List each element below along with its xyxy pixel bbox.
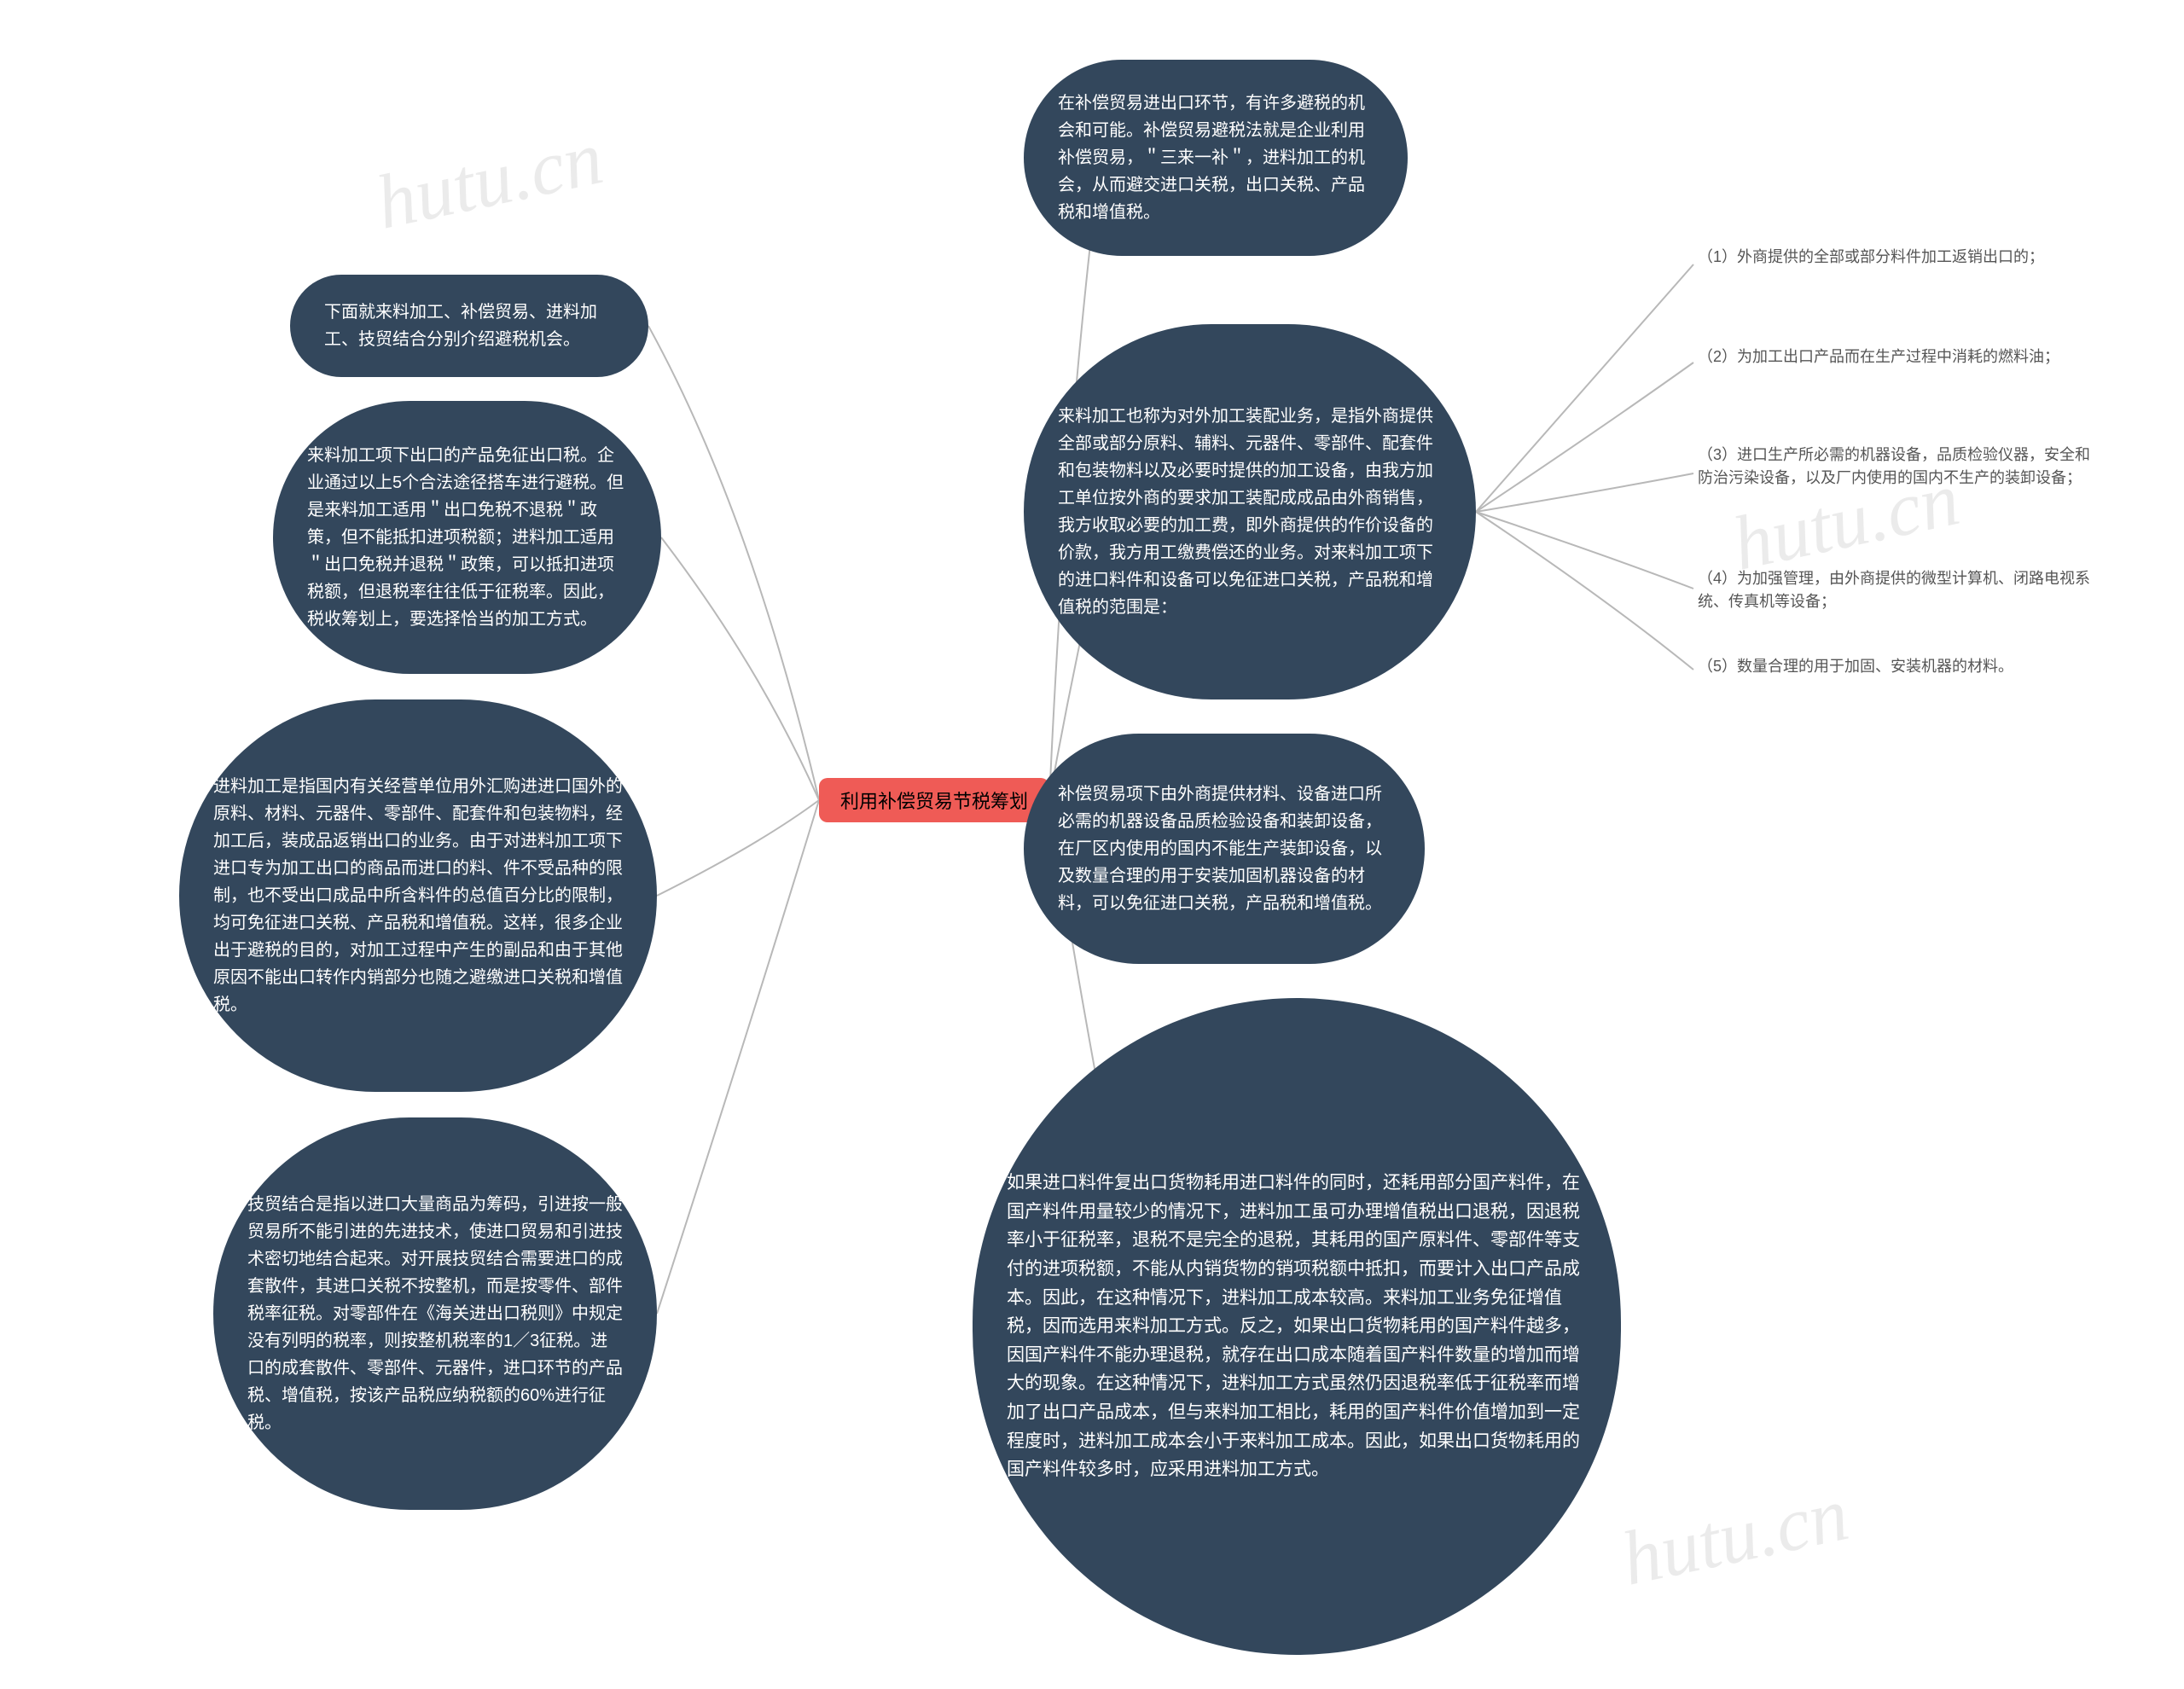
edge [1476, 264, 1693, 512]
node-text: 如果进口料件复出口货物耗用进口料件的同时，还耗用部分国产料件，在国产料件用量较少… [1007, 1169, 1587, 1484]
node-text: 来料加工也称为对外加工装配业务，是指外商提供全部或部分原料、辅料、元器件、零部件… [1058, 403, 1442, 621]
edge [1476, 363, 1693, 512]
node-l1: 下面就来料加工、补偿贸易、进料加工、技贸结合分别介绍避税机会。 [290, 275, 648, 377]
node-text: 在补偿贸易进出口环节，有许多避税的机会和可能。补偿贸易避税法就是企业利用补偿贸易… [1058, 90, 1374, 226]
node-r1: 在补偿贸易进出口环节，有许多避税的机会和可能。补偿贸易避税法就是企业利用补偿贸易… [1024, 60, 1408, 256]
edge [661, 537, 819, 800]
node-text: 补偿贸易项下由外商提供材料、设备进口所必需的机器设备品质检验设备和装卸设备，在厂… [1058, 781, 1391, 917]
edge [1476, 512, 1693, 589]
node-r2: 来料加工也称为对外加工装配业务，是指外商提供全部或部分原料、辅料、元器件、零部件… [1024, 324, 1476, 699]
node-l3: 进料加工是指国内有关经营单位用外汇购进进口国外的原料、材料、元器件、零部件、配套… [179, 699, 657, 1092]
sublabel-s5: （5）数量合理的用于加固、安装机器的材料。 [1698, 655, 2013, 678]
node-text: 技贸结合是指以进口大量商品为筹码，引进按一般贸易所不能引进的先进技术，使进口贸易… [247, 1191, 623, 1437]
sublabel-s3: （3）进口生产所必需的机器设备，品质检验仪器，安全和防治污染设备，以及厂内使用的… [1698, 444, 2090, 490]
center-node: 利用补偿贸易节税筹划 [819, 778, 1049, 822]
node-r3: 补偿贸易项下由外商提供材料、设备进口所必需的机器设备品质检验设备和装卸设备，在厂… [1024, 734, 1425, 964]
edge [657, 800, 819, 1314]
sublabel-s1: （1）外商提供的全部或部分料件加工返销出口的； [1698, 246, 2044, 269]
edge [1476, 473, 1693, 512]
node-text: 来料加工项下出口的产品免征出口税。企业通过以上5个合法途径搭车进行避税。但是来料… [307, 442, 627, 633]
node-text: 下面就来料加工、补偿贸易、进料加工、技贸结合分别介绍避税机会。 [324, 299, 614, 353]
edge [1476, 512, 1693, 670]
node-text: 进料加工是指国内有关经营单位用外汇购进进口国外的原料、材料、元器件、零部件、配套… [213, 773, 623, 1019]
node-l2: 来料加工项下出口的产品免征出口税。企业通过以上5个合法途径搭车进行避税。但是来料… [273, 401, 661, 674]
edge [648, 326, 819, 800]
sublabel-s4: （4）为加强管理，由外商提供的微型计算机、闭路电视系统、传真机等设备； [1698, 567, 2090, 613]
sublabel-s2: （2）为加工出口产品而在生产过程中消耗的燃料油； [1698, 345, 2059, 369]
node-r4: 如果进口料件复出口货物耗用进口料件的同时，还耗用部分国产料件，在国产料件用量较少… [973, 998, 1621, 1655]
node-l4: 技贸结合是指以进口大量商品为筹码，引进按一般贸易所不能引进的先进技术，使进口贸易… [213, 1117, 657, 1510]
center-label: 利用补偿贸易节税筹划 [840, 786, 1028, 814]
